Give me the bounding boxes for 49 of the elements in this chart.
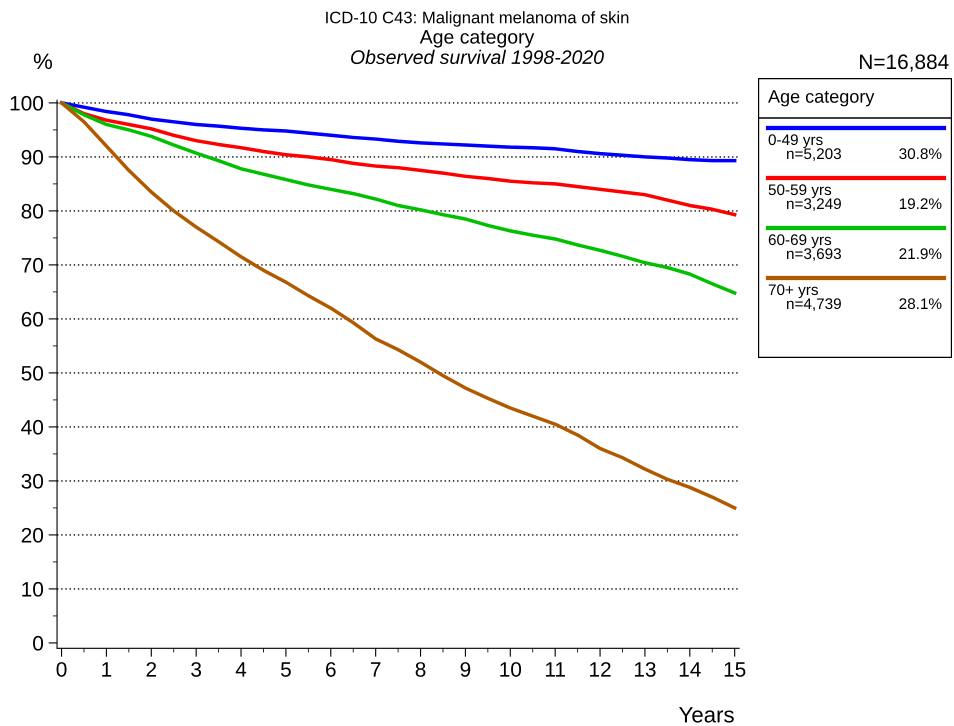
y-tick-label: 90 [22, 150, 44, 165]
line-series [60, 101, 736, 510]
text: n=5,203 [787, 148, 841, 161]
y-tick-label: 70 [22, 258, 44, 273]
x-tick-label: 6 [326, 662, 336, 677]
x-tick-label: 15 [724, 662, 746, 677]
y-tick-label: 100 [10, 96, 44, 111]
chart-subtitle: Age category [420, 30, 534, 48]
y-tick-label: 60 [22, 312, 44, 327]
text: 70+ yrs [768, 284, 818, 298]
x-tick-label: 2 [146, 662, 156, 677]
x-tick-label: 13 [634, 662, 656, 677]
x-tick-label: 9 [460, 662, 470, 677]
text: 50-59 yrs [768, 184, 832, 198]
text: n=4,739 [787, 298, 841, 311]
x-axis-title: Years [679, 707, 734, 723]
y-tick-label: 40 [21, 420, 44, 435]
text: n=3,693 [787, 248, 841, 261]
x-tick-label: 0 [56, 662, 67, 677]
x-tick-label: 10 [500, 662, 522, 677]
y-tick-label: 0 [33, 636, 44, 651]
text: 28.1% [899, 298, 942, 310]
y-axis-title: % [34, 54, 52, 70]
line-series [60, 101, 736, 295]
text: N=16,884 [860, 54, 949, 72]
x-tick-label: 12 [590, 662, 611, 677]
x-tick-label: 3 [191, 662, 202, 677]
x-tick-label: 11 [546, 662, 565, 677]
text: 60-69 yrs [768, 234, 832, 248]
x-tick-label: 5 [280, 662, 291, 677]
text: Observed survival 1998-2020 [351, 50, 604, 64]
y-tick-label: 30 [21, 474, 44, 489]
y-tick-label: 20 [22, 528, 44, 543]
y-tick-label: 10 [22, 582, 44, 597]
text: 21.9% [899, 248, 942, 260]
line-series [60, 101, 736, 162]
text: 0-49 yrs [768, 134, 823, 148]
y-tick-label: 50 [22, 366, 44, 381]
x-tick-label: 1 [102, 662, 112, 677]
legend-title: Age category [768, 90, 874, 106]
text: 19.2% [900, 198, 942, 210]
chart-title: ICD-10 C43: Malignant melanoma of skin [326, 11, 628, 27]
text: 30.8% [899, 148, 942, 160]
x-tick-label: 14 [680, 662, 701, 677]
y-tick-label: 80 [22, 204, 44, 219]
x-tick-label: 4 [236, 662, 246, 677]
x-tick-label: 7 [370, 662, 380, 677]
x-tick-label: 8 [416, 662, 426, 677]
text: n=3,249 [787, 198, 841, 211]
